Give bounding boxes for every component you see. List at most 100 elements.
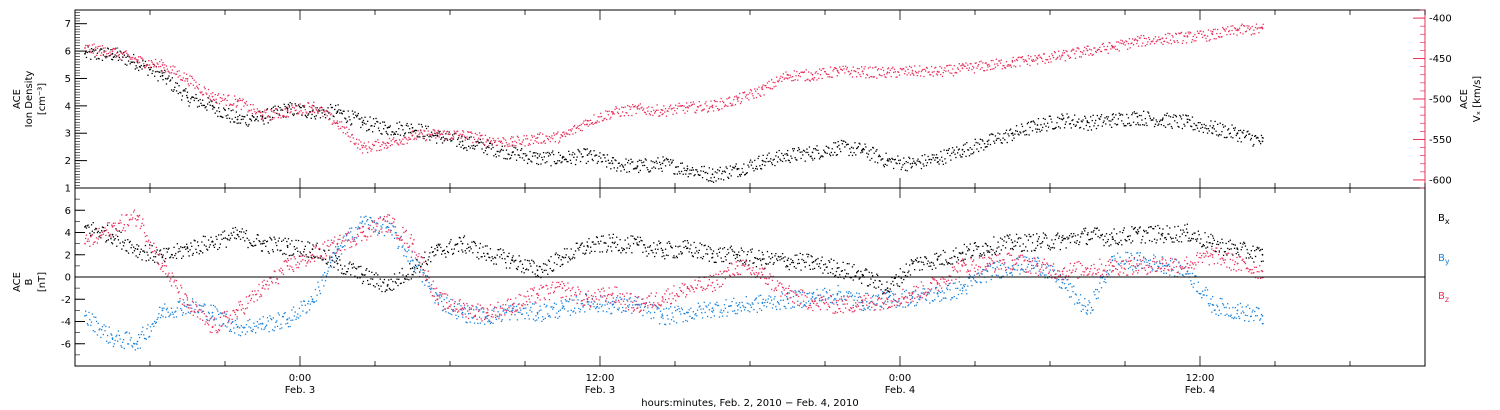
panel2-series-by-point (102, 333, 104, 336)
panel1-series-density-point (215, 101, 217, 103)
panel2-series-by-point (514, 314, 516, 316)
panel1-series-density-point (683, 167, 685, 169)
panel1-series-density-point (438, 132, 440, 134)
panel1-series-vx-point (431, 133, 434, 135)
panel1-series-vx-point (653, 109, 655, 111)
panel2-series-bx-point (770, 258, 772, 260)
panel2-series-bx-point (603, 242, 605, 244)
panel2-series-bx-point (1090, 231, 1093, 233)
panel2-series-bx-point (890, 283, 892, 285)
panel1-series-density-point (947, 149, 949, 151)
panel2-series-by-point (263, 328, 265, 331)
panel1-series-vx-point (1111, 47, 1114, 49)
panel2-series-by-point (182, 312, 184, 314)
panel2-series-bx-point (717, 248, 720, 250)
panel1-series-density-point (968, 155, 971, 157)
panel1-series-vx-point (1226, 34, 1228, 36)
panel1-series-vx-point (993, 68, 995, 70)
panel1-series-density-point (816, 145, 818, 147)
panel2-series-by-point (309, 303, 311, 305)
panel1-series-density-point (539, 153, 541, 155)
panel1-series-density-point (1166, 112, 1168, 114)
panel2-series-bx-point (739, 254, 741, 257)
panel1-series-density-datum (386, 126, 389, 129)
panel1-series-vx-point (1026, 60, 1028, 62)
panel2-series-bx-point (680, 251, 682, 253)
panel2-series-by-point (191, 298, 194, 300)
panel2-series-bx-point (624, 239, 626, 241)
panel2-series-by-point (98, 329, 100, 331)
panel1-series-vx-point (652, 114, 654, 116)
panel1-series-vx-point (548, 135, 551, 138)
panel2-series-by-point (341, 246, 343, 248)
panel1-series-density-point (574, 163, 577, 166)
panel1-series-density-point (1078, 118, 1080, 120)
panel1-series-vx-point (1182, 40, 1184, 42)
panel1-series-density-point (1117, 118, 1119, 120)
panel1-series-vx-point (1156, 40, 1158, 42)
panel2-series-bx-point (350, 274, 352, 276)
panel2-series-bx-point (1133, 227, 1135, 230)
panel1-series-density-point (629, 163, 631, 165)
panel2-series-bx-point (869, 283, 871, 286)
panel2-series-bx-point (381, 290, 383, 293)
panel1-series-vx-point (125, 50, 127, 52)
panel1-series-density-point (1239, 129, 1242, 131)
panel2-series-bx-point (1127, 236, 1129, 238)
panel1-series-density-point (1113, 116, 1115, 119)
panel2-series-by-point (452, 310, 454, 312)
panel1-series-vx-point (340, 121, 343, 123)
panel2-series-bx-point (787, 265, 789, 268)
panel1-series-density-point (1208, 130, 1210, 132)
panel2-series-bx-point (452, 252, 455, 254)
panel1-series-vx-point (135, 58, 137, 60)
panel1-series-density-point (1090, 116, 1092, 118)
panel1-series-vx-point (701, 110, 703, 112)
panel1-series-vx-point (1179, 33, 1181, 35)
panel1-series-density-point (1212, 132, 1214, 135)
panel1-series-density-point (319, 117, 322, 119)
panel1-series-density-point (1150, 119, 1152, 121)
panel1-series-density-point (690, 173, 692, 175)
panel1-series-density-point (1015, 125, 1018, 127)
panel1-series-density-point (374, 123, 376, 125)
panel1-series-density-point (322, 109, 324, 111)
panel2-series-bx-point (468, 250, 471, 252)
panel2-series-by-point (461, 313, 463, 315)
panel1-series-vx-point (979, 68, 981, 70)
panel1-series-density-point (377, 127, 380, 129)
panel1-series-vx-point (785, 71, 787, 73)
panel2-series-bx-point (1175, 237, 1177, 239)
panel2-series-bx-point (795, 267, 797, 269)
panel1-series-vx-point (1022, 58, 1024, 61)
panel1-series-vx-point (207, 88, 210, 91)
panel1-series-density-point (1025, 129, 1027, 132)
panel1-series-vx-point (531, 134, 533, 137)
panel2-series-by-point (121, 346, 123, 348)
panel2-series-bx-point (316, 242, 318, 244)
panel1-series-vx-point (664, 108, 667, 110)
panel2-series-bx-datum (661, 249, 664, 252)
panel1-series-density-point (170, 79, 172, 81)
panel2-series-bx-point (877, 286, 880, 288)
panel1-series-density-point (895, 162, 897, 164)
panel1-series-vx-point (525, 138, 527, 140)
panel1-series-vx-point (529, 144, 531, 146)
panel2-series-bx-point (745, 259, 747, 261)
panel1-series-density-point (752, 167, 754, 169)
panel1-series-density-point (944, 158, 946, 160)
panel2-series-by-point (596, 305, 598, 308)
panel2-series-by-point (340, 253, 343, 255)
panel2-series-bx-point (843, 277, 845, 280)
panel1-series-vx-point (850, 72, 852, 75)
panel1-series-vx-point (678, 102, 680, 104)
panel2-series-bx-point (1255, 248, 1258, 251)
panel2-series-bx-point (1222, 254, 1225, 256)
panel1-series-vx-point (760, 95, 762, 97)
panel1-series-density-point (336, 111, 338, 113)
panel1-series-vx-point (329, 112, 331, 114)
panel1-series-density-point (684, 169, 686, 172)
panel1-series-density-point (468, 145, 470, 147)
panel1-series-vx-point (350, 140, 352, 143)
panel1-series-density-point (551, 152, 553, 154)
